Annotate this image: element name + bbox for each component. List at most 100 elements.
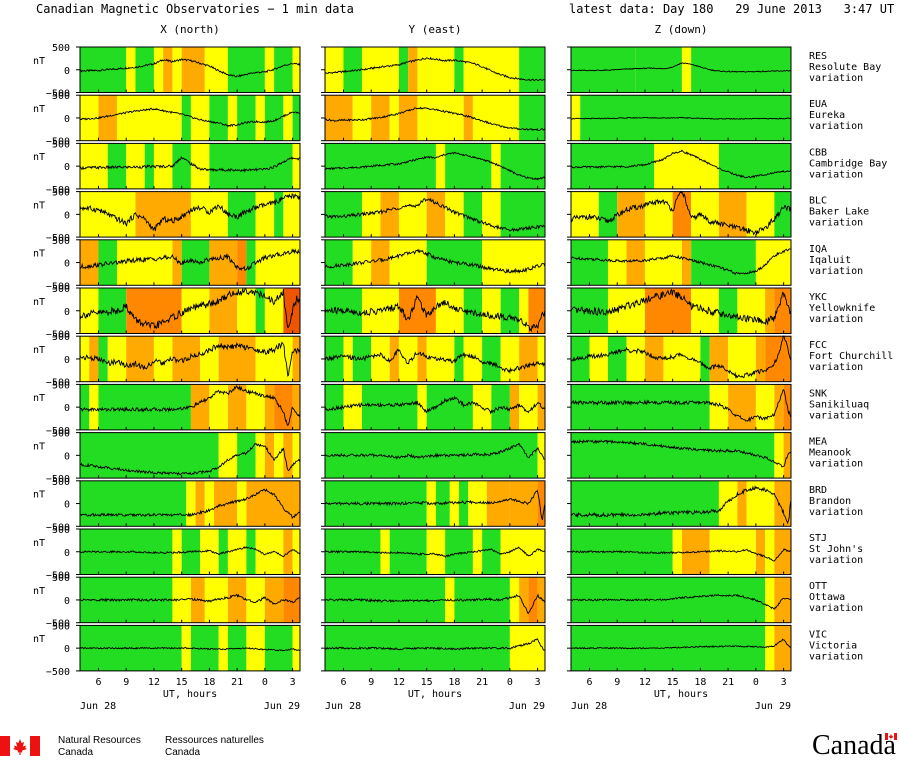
- y-axis-unit: nT: [33, 393, 45, 404]
- station-name: Iqaluit: [809, 255, 851, 266]
- station-code: STJ: [809, 533, 827, 544]
- activity-block: [255, 432, 265, 479]
- activity-block: [325, 47, 344, 93]
- activity-block: [264, 384, 275, 430]
- activity-block: [417, 47, 455, 93]
- x-tick-label: 0: [262, 677, 268, 688]
- activity-block: [482, 288, 501, 334]
- activity-block: [264, 577, 284, 623]
- activity-block: [617, 191, 645, 238]
- activity-block: [571, 480, 719, 527]
- station-code: FCC: [809, 340, 827, 351]
- activity-block: [292, 529, 300, 575]
- variation-trace: [570, 288, 792, 326]
- activity-block: [459, 480, 469, 527]
- y-tick-label: 0: [64, 355, 70, 366]
- activity-block: [190, 143, 210, 189]
- activity-block: [227, 95, 238, 141]
- variation-trace: [570, 638, 791, 650]
- date-end-label: Jun 29: [264, 701, 300, 712]
- activity-block: [98, 239, 117, 286]
- variation-trace: [79, 193, 301, 232]
- activity-block: [654, 143, 719, 189]
- activity-block: [352, 95, 372, 141]
- activity-block: [681, 239, 692, 286]
- activity-block: [126, 47, 136, 93]
- activity-block: [283, 432, 293, 479]
- x-tick-label: 21: [231, 677, 243, 688]
- activity-block: [509, 577, 520, 623]
- activity-block: [519, 95, 545, 141]
- activity-block: [746, 191, 775, 238]
- variation-trace: [79, 646, 300, 652]
- x-tick-label: 9: [123, 677, 129, 688]
- x-axis-label: UT, hours: [408, 689, 462, 700]
- x-tick-label: 9: [368, 677, 374, 688]
- activity-block: [398, 95, 418, 141]
- activity-block: [153, 143, 173, 189]
- variation-trace: [570, 335, 792, 379]
- station-name: St John's: [809, 544, 863, 555]
- activity-block: [80, 95, 99, 141]
- station-variation-label: variation: [809, 121, 863, 132]
- activity-block: [571, 191, 599, 238]
- y-axis-unit: nT: [33, 538, 45, 549]
- activity-block: [774, 577, 791, 623]
- station-name: Sanikiluaq: [809, 399, 869, 410]
- activity-block: [135, 47, 154, 93]
- activity-block: [426, 384, 473, 430]
- y-axis-unit: nT: [33, 104, 45, 115]
- activity-block: [463, 288, 483, 334]
- activity-block: [672, 191, 692, 238]
- activity-block: [528, 577, 538, 623]
- activity-block: [519, 336, 538, 382]
- department-en-line1: Natural Resources: [58, 735, 141, 746]
- activity-block: [80, 288, 99, 334]
- department-fr-line2: Canada: [165, 747, 201, 758]
- activity-block: [435, 143, 446, 189]
- activity-block: [292, 47, 300, 93]
- activity-block: [89, 384, 99, 430]
- y-tick-label: −500: [46, 522, 70, 533]
- activity-block: [482, 191, 501, 238]
- activity-block: [537, 577, 545, 623]
- station-variation-label: variation: [809, 555, 863, 566]
- activity-block: [126, 143, 145, 189]
- activity-block: [463, 95, 473, 141]
- activity-block: [237, 239, 247, 286]
- x-tick-label: 6: [340, 677, 346, 688]
- y-tick-label: 0: [64, 307, 70, 318]
- y-tick-label: −500: [46, 378, 70, 389]
- activity-block: [227, 384, 247, 430]
- x-tick-label: 12: [393, 677, 405, 688]
- activity-block: [509, 625, 520, 671]
- activity-block: [264, 95, 284, 141]
- activity-block: [463, 191, 483, 238]
- x-tick-label: 12: [639, 677, 651, 688]
- y-tick-label: 0: [64, 114, 70, 125]
- station-name: Yellowknife: [809, 303, 875, 314]
- y-tick-label: 0: [64, 66, 70, 77]
- activity-block: [454, 336, 464, 382]
- activity-block: [352, 336, 372, 382]
- y-tick-label: 500: [52, 477, 70, 488]
- activity-block: [283, 95, 293, 141]
- activity-block: [519, 577, 529, 623]
- variation-trace: [324, 197, 545, 233]
- activity-block: [728, 336, 756, 382]
- activity-block: [283, 577, 300, 623]
- activity-block: [398, 191, 427, 238]
- y-tick-label: 0: [64, 644, 70, 655]
- variation-trace: [324, 395, 545, 415]
- activity-block: [408, 47, 418, 93]
- y-tick-label: −500: [46, 281, 70, 292]
- activity-block: [325, 384, 344, 430]
- activity-block: [519, 288, 529, 334]
- activity-block: [644, 336, 664, 382]
- y-tick-label: 500: [52, 573, 70, 584]
- variation-trace: [324, 56, 545, 82]
- activity-block: [274, 384, 293, 430]
- x-axis-label: UT, hours: [163, 689, 217, 700]
- station-variation-label: variation: [809, 459, 863, 470]
- variation-trace: [324, 442, 545, 460]
